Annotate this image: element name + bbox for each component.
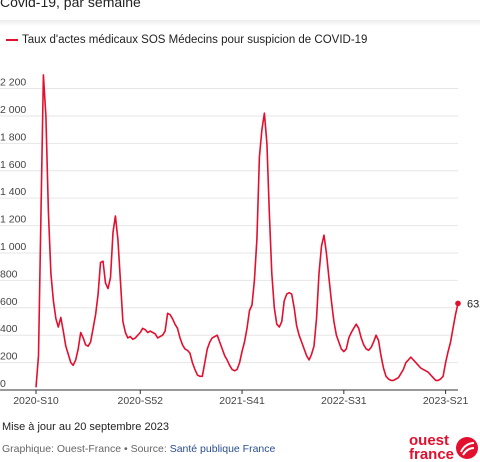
last-value-label: 632	[467, 298, 480, 310]
legend-label: Taux d'actes médicaux SOS Médecins pour …	[22, 34, 368, 46]
x-tick-label: 2020-S10	[13, 395, 59, 407]
ouest-france-logo: ouest france	[409, 432, 478, 462]
logo-disc	[456, 437, 478, 459]
y-tick-label: 400	[0, 323, 18, 335]
x-tick-label: 2023-S21	[423, 395, 469, 407]
title-strip: Covid-19, par semaine	[0, 0, 480, 20]
chart-title: Covid-19, par semaine	[0, 0, 141, 10]
y-tick-label: 0	[0, 378, 6, 390]
y-tick-label: 600	[0, 296, 18, 308]
line-chart: 0 200 400 600 800 1 000 1 200 1 400 1 600 1 800 2 …	[0, 74, 480, 407]
x-tick-label: 2020-S52	[117, 395, 163, 407]
x-tick-label: 2021-S41	[219, 395, 265, 407]
legend: Taux d'actes médicaux SOS Médecins pour …	[6, 34, 367, 46]
x-tick-label: 2022-S31	[321, 395, 367, 407]
y-tick-label: 200	[0, 351, 18, 363]
y-tick-label: 1 400	[0, 186, 26, 198]
y-tick-label: 2 200	[0, 77, 26, 89]
legend-swatch	[6, 39, 18, 41]
logo-text-bottom: france	[409, 446, 454, 462]
credit-text: Graphique: Ouest-France • Source:	[2, 443, 167, 455]
y-tick-label: 1 000	[0, 241, 26, 253]
logo-swoosh	[460, 442, 475, 456]
update-note: Mise à jour au 20 septembre 2023	[2, 421, 169, 433]
header-shadow	[0, 20, 480, 26]
series-line	[35, 74, 459, 388]
y-tick-label: 800	[0, 268, 18, 280]
source-link[interactable]: Santé publique France	[169, 443, 276, 455]
last-point-marker	[455, 300, 461, 307]
logo-text-top: ouest	[409, 432, 449, 449]
y-tick-label: 1 600	[0, 159, 26, 171]
y-tick-label: 2 000	[0, 104, 26, 116]
credit-line: Graphique: Ouest-France • Source: Santé …	[2, 443, 275, 455]
y-tick-label: 1 800	[0, 131, 26, 143]
y-tick-label: 1 200	[0, 214, 26, 226]
